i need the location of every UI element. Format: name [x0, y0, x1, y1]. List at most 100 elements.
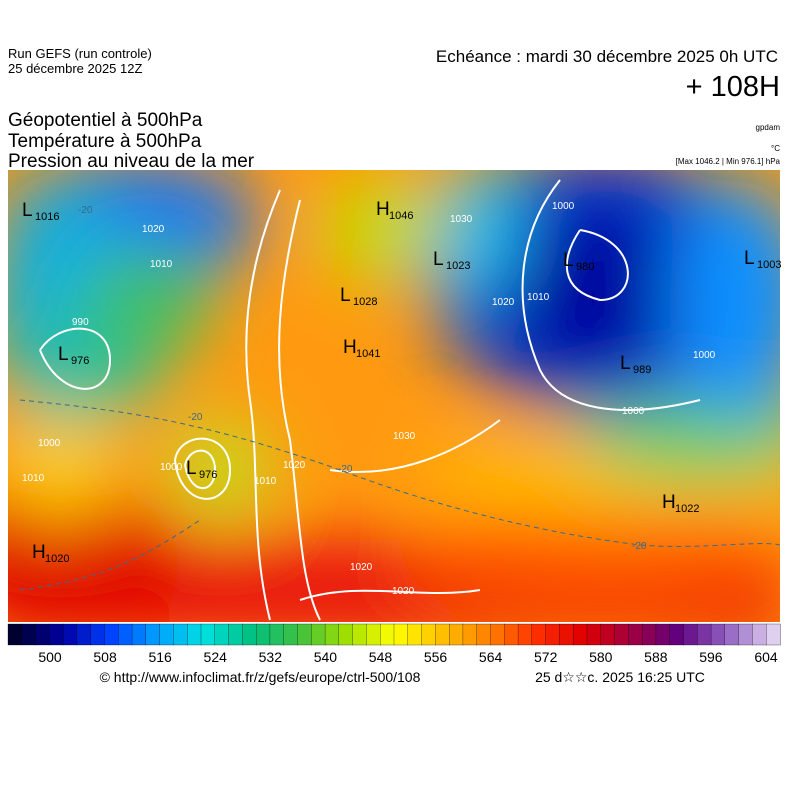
valid-time: Echéance : mardi 30 décembre 2025 0h UTC — [436, 47, 778, 66]
range: [Max 1046.2 | Min 976.1] hPa — [676, 157, 781, 166]
colorbar-swatch — [683, 623, 698, 646]
pressure-type: H — [32, 542, 46, 563]
colorbar-swatch — [380, 623, 395, 646]
colorbar-swatch — [338, 623, 354, 646]
colorbar-label: 524 — [204, 649, 228, 665]
field-title: Pression au niveau de la mer — [8, 151, 255, 172]
pressure-value: 1022 — [675, 503, 699, 515]
colorbar-swatch — [766, 623, 781, 646]
colorbar-label: 604 — [754, 649, 778, 665]
pressure-value: 976 — [71, 355, 89, 367]
colorbar-swatch — [173, 623, 188, 646]
pressure-type: L — [58, 344, 69, 365]
colorbar-label: 500 — [38, 649, 62, 665]
pressure-value: 1003 — [757, 259, 781, 271]
colorbar-swatch — [517, 623, 533, 646]
isobar-label: 1020 — [492, 297, 515, 308]
unit: °C — [771, 144, 780, 153]
pressure-type: L — [22, 200, 33, 221]
colorbar-swatch — [7, 623, 23, 646]
isobar-label: 990 — [72, 317, 89, 328]
colorbar-label: 596 — [699, 649, 723, 665]
colorbar-swatch — [614, 623, 630, 646]
colorbar-swatch — [504, 623, 519, 646]
colorbar-swatch — [366, 623, 381, 646]
colorbar-label: 572 — [534, 649, 558, 665]
isobar-label: 1030 — [393, 431, 416, 442]
isobar-label: 1000 — [693, 350, 716, 361]
colorbar-label: 508 — [93, 649, 117, 665]
colorbar-label: 548 — [369, 649, 393, 665]
colorbar-swatch — [559, 623, 574, 646]
colorbar-swatch — [710, 623, 726, 646]
pressure-type: H — [343, 337, 357, 358]
generated-time: 25 d☆☆c. 2025 16:25 UTC — [535, 669, 705, 685]
run-date: 25 décembre 2025 12Z — [8, 61, 142, 76]
field-title: Température à 500hPa — [8, 131, 202, 152]
colorbar-swatch — [600, 623, 616, 646]
pressure-value: 980 — [576, 261, 594, 273]
run: Run GEFS (run controle) — [8, 46, 152, 61]
pressure-type: L — [433, 249, 444, 270]
pressure-value: 1046 — [389, 210, 413, 222]
colorbar-swatch — [297, 623, 312, 646]
colorbar-swatch — [242, 623, 257, 646]
pressure-type: L — [186, 458, 197, 479]
lead-time: + 108H — [686, 71, 780, 103]
colorbar-swatch — [448, 623, 464, 646]
colorbar-swatch — [159, 623, 175, 646]
pressure-type: L — [340, 285, 351, 306]
colorbar-swatch — [669, 623, 685, 646]
isobar-label: 1010 — [22, 473, 45, 484]
isobar-label: 1020 — [142, 224, 165, 235]
colorbar-swatch — [393, 623, 409, 646]
isobar-label: 1020 — [350, 562, 373, 573]
colorbar-label: 516 — [148, 649, 172, 665]
isobar-label: 1010 — [254, 476, 277, 487]
pressure-type: H — [376, 199, 390, 220]
colorbar-swatch — [655, 623, 671, 646]
colorbar-label: 580 — [589, 649, 613, 665]
colorbar-swatch — [228, 623, 244, 646]
colorbar-swatch — [724, 623, 740, 646]
isobar-label: 1020 — [283, 460, 306, 471]
pressure-type: H — [662, 492, 676, 513]
colorbar-swatch — [62, 623, 78, 646]
colorbar-swatch — [269, 623, 285, 646]
isobar-label: 1000 — [622, 406, 645, 417]
colorbar-swatch — [49, 623, 64, 646]
colorbar-swatch — [738, 623, 754, 646]
isobar-label: -20 — [338, 464, 353, 475]
colorbar-label: 564 — [479, 649, 503, 665]
colorbar-swatch — [200, 623, 216, 646]
colorbar-swatch — [641, 623, 657, 646]
pressure-value: 1016 — [35, 211, 59, 223]
isobar-label: 1030 — [450, 214, 473, 225]
isobar-label: -20 — [78, 205, 93, 216]
colorbar-swatch — [131, 623, 147, 646]
colorbar-swatch — [407, 623, 423, 646]
colorbar-swatch — [476, 623, 492, 646]
colorbar-swatch — [421, 623, 437, 646]
field-title: Géopotentiel à 500hPa — [8, 110, 203, 131]
colorbar-swatch — [76, 623, 92, 646]
pressure-value: 1041 — [356, 348, 380, 360]
colorbar-swatch — [145, 623, 161, 646]
source-url[interactable]: © http://www.infoclimat.fr/z/gefs/europe… — [100, 669, 421, 685]
pressure-value: 1020 — [45, 553, 69, 565]
pressure-value: 976 — [199, 469, 217, 481]
map — [8, 170, 780, 622]
isobar-label: 1000 — [552, 201, 575, 212]
colorbar-swatch — [490, 623, 505, 646]
pressure-value: 989 — [633, 364, 651, 376]
colorbar-swatch — [311, 623, 326, 646]
isobar-label: 1010 — [527, 292, 550, 303]
colorbar-swatch — [352, 623, 368, 646]
colorbar-label: 588 — [644, 649, 668, 665]
pressure-value: 1023 — [446, 260, 470, 272]
isobar-label: 1000 — [160, 462, 183, 473]
colorbar-swatch — [435, 623, 450, 646]
isobar-label: -20 — [632, 541, 647, 552]
pressure-type: L — [620, 353, 631, 374]
